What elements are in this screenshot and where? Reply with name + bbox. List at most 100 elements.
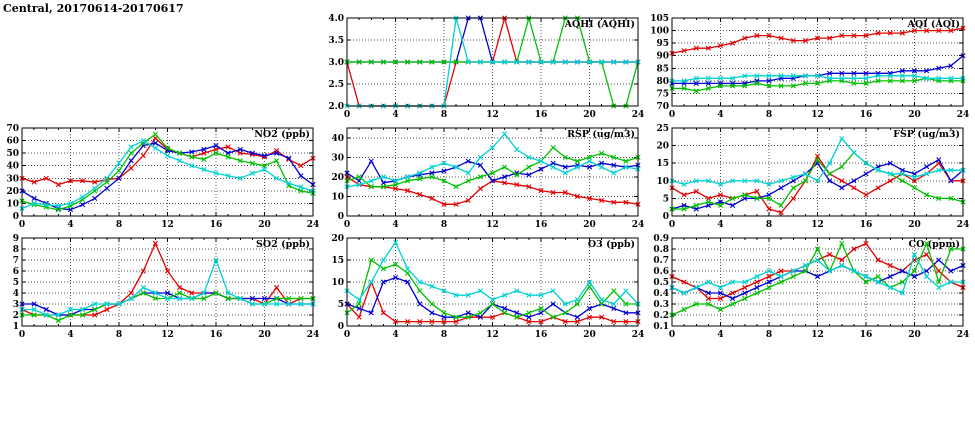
- svg-text:0.7: 0.7: [653, 256, 669, 266]
- svg-text:24: 24: [632, 220, 645, 230]
- chart-rsp: 0 10 20 30 40 0 4 8 12 16 20 24 RSP (ug/m3): [325, 123, 650, 233]
- svg-text:24: 24: [957, 330, 970, 340]
- svg-text:12: 12: [161, 330, 174, 340]
- svg-text:16: 16: [535, 110, 548, 120]
- chart-no2: 0 10 20 30 40 50 60 70 0 4 8 12 16 20 24 NO2 (ppb): [0, 123, 325, 233]
- svg-text:20: 20: [908, 330, 921, 340]
- svg-text:85: 85: [656, 64, 669, 74]
- svg-text:SO2 (ppb): SO2 (ppb): [256, 239, 310, 250]
- svg-text:4: 4: [392, 220, 398, 230]
- page-title: Central, 20170614-20170617: [3, 2, 184, 15]
- svg-text:30: 30: [6, 174, 19, 184]
- empty-cell: [0, 13, 325, 123]
- svg-text:20: 20: [258, 220, 271, 230]
- svg-text:60: 60: [6, 137, 19, 147]
- svg-text:2: 2: [13, 311, 19, 321]
- svg-text:AQI (AQI): AQI (AQI): [907, 19, 960, 30]
- svg-text:RSP (ug/m3): RSP (ug/m3): [567, 129, 635, 140]
- svg-text:24: 24: [632, 330, 645, 340]
- chart-svg-no2: 0 10 20 30 40 50 60 70 0 4 8 12 16 20 24 NO2 (ppb): [6, 124, 319, 230]
- svg-text:16: 16: [210, 330, 223, 340]
- svg-text:20: 20: [331, 173, 344, 183]
- chart-svg-rsp: 0 10 20 30 40 0 4 8 12 16 20 24 RSP (ug/m3): [331, 127, 645, 230]
- svg-text:0: 0: [344, 330, 350, 340]
- svg-text:16: 16: [535, 220, 548, 230]
- svg-text:20: 20: [6, 187, 19, 197]
- svg-text:0: 0: [669, 220, 675, 230]
- svg-text:0.4: 0.4: [653, 289, 669, 299]
- svg-text:7: 7: [13, 256, 19, 266]
- chart-svg-co: 0.10.20.30.40.50.60.70.80.9 0 4 8 12 16 20 24 CO…: [653, 234, 970, 340]
- svg-text:90: 90: [656, 52, 669, 62]
- chart-fsp: 0 5 10 15 20 25 0 4 8 12 16 20 24 FSP (ug/m3): [650, 123, 975, 233]
- chart-svg-aqhi: 2.0 2.5 3.0 3.5 4.0 0 4 8 12 16 20 24 AQHI (AQHI): [328, 14, 645, 120]
- svg-text:15: 15: [656, 159, 669, 169]
- svg-text:5: 5: [338, 300, 344, 310]
- svg-text:9: 9: [13, 234, 19, 244]
- svg-text:0.5: 0.5: [653, 278, 669, 288]
- svg-text:20: 20: [258, 330, 271, 340]
- svg-text:24: 24: [957, 220, 970, 230]
- svg-text:12: 12: [811, 330, 824, 340]
- svg-text:10: 10: [331, 278, 344, 288]
- svg-text:8: 8: [116, 220, 122, 230]
- svg-text:0: 0: [669, 110, 675, 120]
- svg-text:0: 0: [19, 330, 25, 340]
- svg-text:30: 30: [331, 153, 344, 163]
- chart-svg-o3: 0 5 10 15 20 0 4 8 12 16 20 24 O3 (ppb): [331, 234, 645, 340]
- svg-text:4: 4: [392, 330, 398, 340]
- svg-text:1: 1: [13, 322, 19, 332]
- svg-text:0.1: 0.1: [653, 322, 669, 332]
- svg-text:16: 16: [860, 110, 873, 120]
- svg-text:40: 40: [6, 162, 19, 172]
- svg-text:24: 24: [632, 110, 645, 120]
- svg-text:20: 20: [908, 220, 921, 230]
- svg-text:0.9: 0.9: [653, 234, 669, 244]
- svg-text:8: 8: [766, 330, 772, 340]
- svg-text:4: 4: [717, 220, 723, 230]
- svg-text:20: 20: [656, 142, 669, 152]
- svg-text:12: 12: [811, 110, 824, 120]
- svg-text:10: 10: [6, 199, 19, 209]
- svg-text:16: 16: [535, 330, 548, 340]
- svg-text:0: 0: [19, 220, 25, 230]
- svg-text:12: 12: [486, 110, 499, 120]
- svg-text:8: 8: [441, 330, 447, 340]
- svg-text:0: 0: [338, 322, 344, 332]
- svg-text:4: 4: [717, 330, 723, 340]
- svg-text:2.5: 2.5: [328, 80, 344, 90]
- svg-text:16: 16: [210, 220, 223, 230]
- chart-o3: 0 5 10 15 20 0 4 8 12 16 20 24 O3 (ppb): [325, 233, 650, 343]
- svg-text:3.5: 3.5: [328, 36, 344, 46]
- svg-text:8: 8: [441, 110, 447, 120]
- svg-text:100: 100: [650, 27, 669, 37]
- svg-text:80: 80: [656, 77, 669, 87]
- svg-text:4: 4: [392, 110, 398, 120]
- svg-text:4: 4: [67, 220, 73, 230]
- svg-text:4.0: 4.0: [328, 14, 344, 24]
- svg-text:24: 24: [957, 110, 970, 120]
- svg-text:5: 5: [13, 278, 19, 288]
- svg-text:6: 6: [13, 267, 19, 277]
- svg-text:2.0: 2.0: [328, 102, 344, 112]
- svg-text:NO2 (ppb): NO2 (ppb): [254, 129, 310, 140]
- svg-text:16: 16: [860, 220, 873, 230]
- svg-text:25: 25: [656, 124, 669, 134]
- svg-text:15: 15: [331, 256, 344, 266]
- svg-text:8: 8: [116, 330, 122, 340]
- svg-text:O3 (ppb): O3 (ppb): [588, 239, 635, 250]
- svg-text:70: 70: [656, 102, 669, 112]
- svg-text:8: 8: [13, 245, 19, 255]
- svg-text:20: 20: [583, 330, 596, 340]
- svg-text:0: 0: [344, 220, 350, 230]
- chart-svg-aqi: 70 75 80 85 90 95 100 105 0 4 8 12 16 20 24 AQI (AQI): [650, 14, 970, 120]
- svg-text:105: 105: [650, 14, 669, 24]
- svg-text:AQHI (AQHI): AQHI (AQHI): [564, 19, 635, 30]
- svg-text:0: 0: [669, 330, 675, 340]
- svg-text:0.8: 0.8: [653, 245, 669, 255]
- chart-svg-fsp: 0 5 10 15 20 25 0 4 8 12 16 20 24 FSP (ug/m3): [656, 124, 970, 230]
- chart-aqhi: 2.0 2.5 3.0 3.5 4.0 0 4 8 12 16 20 24 AQHI (AQHI): [325, 13, 650, 123]
- svg-text:8: 8: [766, 220, 772, 230]
